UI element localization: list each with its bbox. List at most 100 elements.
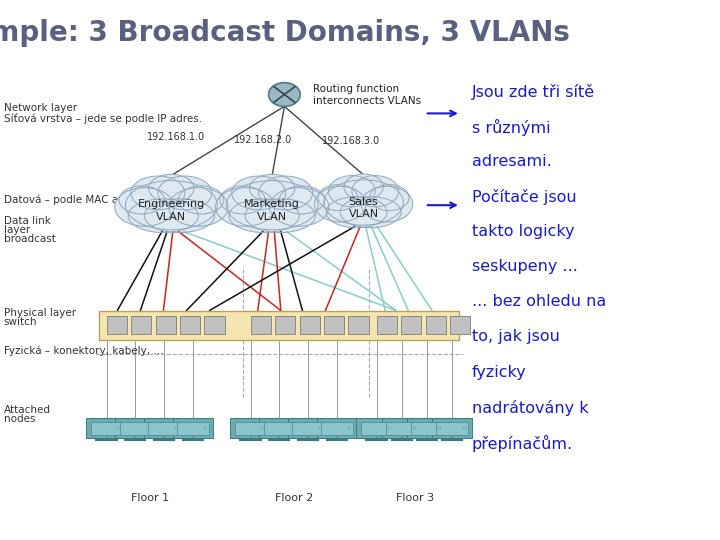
- Ellipse shape: [326, 197, 387, 228]
- Bar: [180, 316, 200, 334]
- Bar: [144, 418, 184, 438]
- Bar: [292, 422, 324, 435]
- Text: Attached: Attached: [4, 405, 50, 415]
- Ellipse shape: [340, 197, 401, 228]
- Bar: [288, 418, 328, 438]
- Bar: [377, 316, 397, 334]
- Bar: [91, 422, 122, 435]
- Text: přepínačům.: přepínačům.: [472, 435, 572, 452]
- Ellipse shape: [125, 180, 217, 230]
- Bar: [204, 316, 225, 334]
- Ellipse shape: [229, 199, 300, 233]
- Ellipse shape: [119, 186, 164, 214]
- Bar: [356, 418, 397, 438]
- Text: Data link: Data link: [4, 216, 50, 226]
- Text: s různými: s různými: [472, 119, 550, 136]
- Bar: [348, 316, 369, 334]
- Text: Marketing
VLAN: Marketing VLAN: [244, 199, 300, 222]
- Bar: [321, 422, 353, 435]
- Bar: [251, 316, 271, 334]
- Text: Network layer: Network layer: [4, 103, 77, 113]
- Bar: [361, 422, 392, 435]
- Text: Floor 1: Floor 1: [131, 493, 168, 503]
- Bar: [131, 316, 151, 334]
- Bar: [177, 422, 209, 435]
- Bar: [259, 418, 300, 438]
- Circle shape: [438, 427, 441, 429]
- Ellipse shape: [245, 199, 315, 233]
- Ellipse shape: [145, 199, 215, 233]
- Bar: [432, 418, 472, 438]
- Bar: [436, 422, 468, 435]
- Ellipse shape: [315, 186, 366, 222]
- Circle shape: [269, 83, 300, 106]
- Ellipse shape: [328, 176, 375, 207]
- Circle shape: [261, 427, 264, 429]
- Bar: [86, 418, 127, 438]
- Bar: [156, 316, 176, 334]
- Text: Example: 3 Broadcast Domains, 3 VLANs: Example: 3 Broadcast Domains, 3 VLANs: [0, 19, 570, 47]
- Circle shape: [348, 427, 351, 429]
- Circle shape: [387, 427, 390, 429]
- Bar: [148, 422, 180, 435]
- Bar: [411, 422, 443, 435]
- Bar: [230, 418, 271, 438]
- Bar: [235, 422, 266, 435]
- Bar: [450, 316, 470, 334]
- Text: Floor 3: Floor 3: [396, 493, 433, 503]
- Bar: [99, 310, 459, 340]
- Circle shape: [175, 427, 178, 429]
- Circle shape: [413, 427, 415, 429]
- Text: switch: switch: [4, 317, 37, 327]
- Ellipse shape: [279, 186, 325, 214]
- Text: takto logicky: takto logicky: [472, 224, 575, 239]
- Text: Fyzická – konektory, kabely, ...: Fyzická – konektory, kabely, ...: [4, 346, 163, 356]
- Ellipse shape: [361, 186, 413, 222]
- Bar: [401, 316, 421, 334]
- Circle shape: [290, 427, 293, 429]
- Text: 192.168.2.0: 192.168.2.0: [234, 135, 292, 145]
- Text: Sales
VLAN: Sales VLAN: [348, 197, 379, 219]
- Text: 192.168.3.0: 192.168.3.0: [323, 136, 380, 146]
- Text: fyzicky: fyzicky: [472, 364, 526, 380]
- Text: Datová – podle MAC adres.: Datová – podle MAC adres.: [4, 194, 144, 205]
- Bar: [264, 422, 295, 435]
- Text: broadcast: broadcast: [4, 234, 55, 245]
- Ellipse shape: [128, 199, 198, 233]
- Bar: [107, 316, 127, 334]
- Text: Počítače jsou: Počítače jsou: [472, 189, 576, 205]
- Text: adresami.: adresami.: [472, 154, 552, 169]
- Bar: [426, 316, 446, 334]
- Text: Síťová vrstva – jede se podle IP adres.: Síťová vrstva – jede se podle IP adres.: [4, 113, 202, 124]
- Ellipse shape: [250, 174, 295, 202]
- Ellipse shape: [324, 180, 403, 225]
- Bar: [324, 316, 344, 334]
- Text: to, jak jsou: to, jak jsou: [472, 329, 559, 345]
- Bar: [407, 418, 447, 438]
- Ellipse shape: [352, 176, 399, 207]
- Bar: [382, 418, 422, 438]
- Text: 192.168.1.0: 192.168.1.0: [148, 132, 205, 143]
- Bar: [300, 316, 320, 334]
- Text: nodes: nodes: [4, 414, 35, 424]
- Bar: [386, 422, 418, 435]
- Ellipse shape: [148, 174, 194, 202]
- Ellipse shape: [232, 176, 286, 210]
- Ellipse shape: [114, 187, 174, 226]
- Text: layer: layer: [4, 225, 30, 235]
- Circle shape: [204, 427, 207, 429]
- Ellipse shape: [344, 174, 383, 200]
- Text: Physical layer: Physical layer: [4, 308, 76, 318]
- Circle shape: [117, 427, 120, 429]
- Ellipse shape: [215, 187, 275, 226]
- Text: seskupeny ...: seskupeny ...: [472, 259, 577, 274]
- Bar: [120, 422, 151, 435]
- Circle shape: [146, 427, 149, 429]
- Circle shape: [463, 427, 466, 429]
- Ellipse shape: [269, 187, 329, 226]
- Ellipse shape: [158, 176, 212, 210]
- Text: Jsou zde tři sítě: Jsou zde tři sítě: [472, 84, 595, 100]
- Bar: [317, 418, 357, 438]
- Bar: [115, 418, 156, 438]
- Text: Floor 2: Floor 2: [274, 493, 313, 503]
